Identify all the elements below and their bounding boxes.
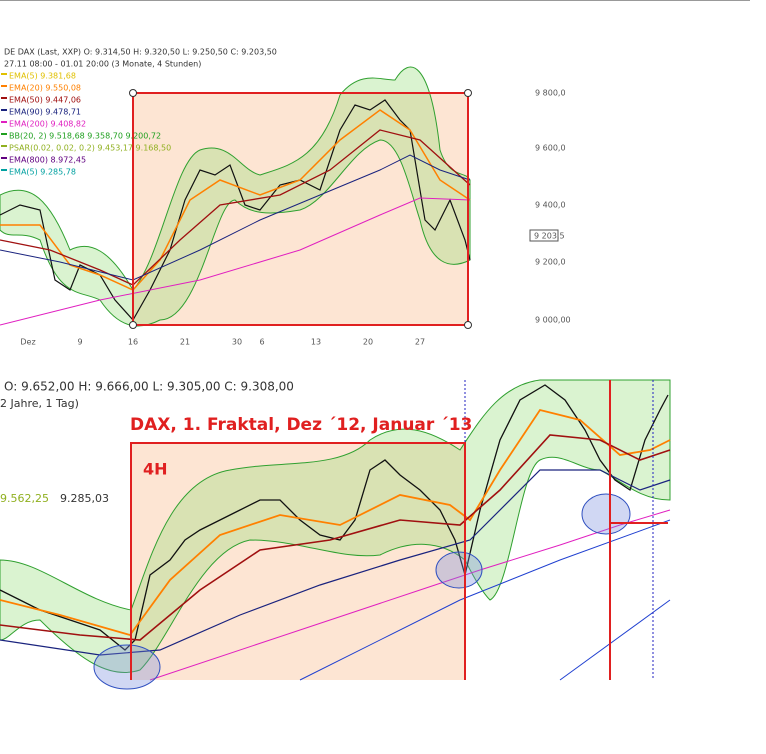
value-a: 9.562,25 — [0, 492, 49, 505]
y-tick-label: 9 600,0 — [535, 144, 566, 153]
ema-line — [0, 154, 471, 281]
legend-entry: EMA(5) 9.285,78 — [9, 168, 76, 177]
legend-swatch — [1, 85, 7, 87]
legend-swatch — [1, 121, 7, 123]
legend-swatch — [1, 73, 7, 75]
legend-swatch — [1, 145, 7, 147]
highlight-circle — [93, 644, 161, 690]
x-tick-label: 20 — [363, 338, 373, 347]
price-line — [0, 384, 669, 651]
x-tick-label: 9 — [77, 338, 82, 347]
highlight-circle — [581, 493, 631, 535]
ema-line — [149, 509, 671, 681]
ohlc-text: O: 9.652,00 H: 9.666,00 L: 9.305,00 C: 9… — [4, 380, 294, 394]
y-tick-label: 9 400,0 — [535, 201, 566, 210]
legend-swatch — [1, 133, 7, 135]
price-tag: 9 203,5 — [534, 232, 565, 241]
legend-entry: EMA(90) 9.478,71 — [9, 108, 81, 117]
ema-line — [0, 129, 471, 286]
y-tick-label: 9 800,0 — [535, 89, 566, 98]
legend-entry: EMA(800) 8.972,45 — [9, 156, 86, 165]
x-tick-label: 27 — [415, 338, 425, 347]
zone-border — [130, 442, 466, 680]
handle[interactable] — [464, 321, 472, 329]
highlight-circle — [435, 551, 483, 589]
ema-line — [0, 408, 671, 637]
trend-line — [299, 519, 671, 681]
x-axis: Dez 9 16 21 30 6 13 20 27 — [20, 338, 425, 347]
bollinger-band — [0, 379, 671, 674]
legend-swatch — [1, 169, 7, 171]
annotation-title: DAX, 1. Fraktal, Dez ´12, Januar ´13 — [130, 415, 472, 435]
ema-line — [0, 434, 671, 641]
legend: DE DAX (Last, XXP) O: 9.314,50 H: 9.320,… — [1, 48, 277, 177]
top-chart: 9 203,5 DE DAX (Last, XXP) O: 9.314,50 H… — [0, 0, 750, 347]
handle[interactable] — [129, 89, 137, 97]
price-tag-box — [529, 229, 559, 242]
ema-line — [0, 469, 671, 656]
annotation-sub: 4H — [143, 460, 168, 479]
y-axis: 9 800,0 9 600,0 9 400,0 9 200,0 9 000,00 — [535, 89, 571, 325]
ema-line — [0, 197, 471, 326]
trend-line — [559, 599, 671, 681]
legend-swatch — [1, 157, 7, 159]
legend-entry: EMA(20) 9.550,08 — [9, 84, 81, 93]
legend-entry: 27.11 08:00 - 01.01 20:00 (3 Monate, 4 S… — [4, 60, 201, 69]
legend-entry: EMA(50) 9.447,06 — [9, 96, 81, 105]
legend-entry: BB(20, 2) 9.518,68 9.358,70 9.200,72 — [9, 132, 161, 141]
legend-entry: PSAR(0.02, 0.02, 0.2) 9.453,17 9.168,50 — [9, 144, 171, 153]
y-tick-label: 9 200,0 — [535, 258, 566, 267]
x-tick-label: 13 — [311, 338, 321, 347]
legend-swatch — [1, 109, 7, 111]
x-tick-label: 16 — [128, 338, 138, 347]
legend-entry: EMA(5) 9.381,68 — [9, 72, 76, 81]
x-tick-label: 6 — [259, 338, 264, 347]
x-tick-label: 30 — [232, 338, 242, 347]
zone-fill — [133, 93, 468, 325]
x-tick-label: 21 — [180, 338, 190, 347]
y-tick-label: 9 000,00 — [535, 316, 571, 325]
handle[interactable] — [129, 321, 137, 329]
value-b: 9.285,03 — [60, 492, 109, 505]
legend-swatch — [1, 97, 7, 99]
legend-entry: DE DAX (Last, XXP) O: 9.314,50 H: 9.320,… — [4, 48, 277, 57]
x-tick-label: Dez — [20, 338, 35, 347]
legend-entry: EMA(200) 9.408,82 — [9, 120, 86, 129]
handle[interactable] — [464, 89, 472, 97]
ema-line — [0, 109, 471, 291]
bottom-chart: O: 9.652,00 H: 9.666,00 L: 9.305,00 C: 9… — [0, 379, 671, 690]
range-text: 2 Jahre, 1 Tag) — [0, 397, 79, 410]
